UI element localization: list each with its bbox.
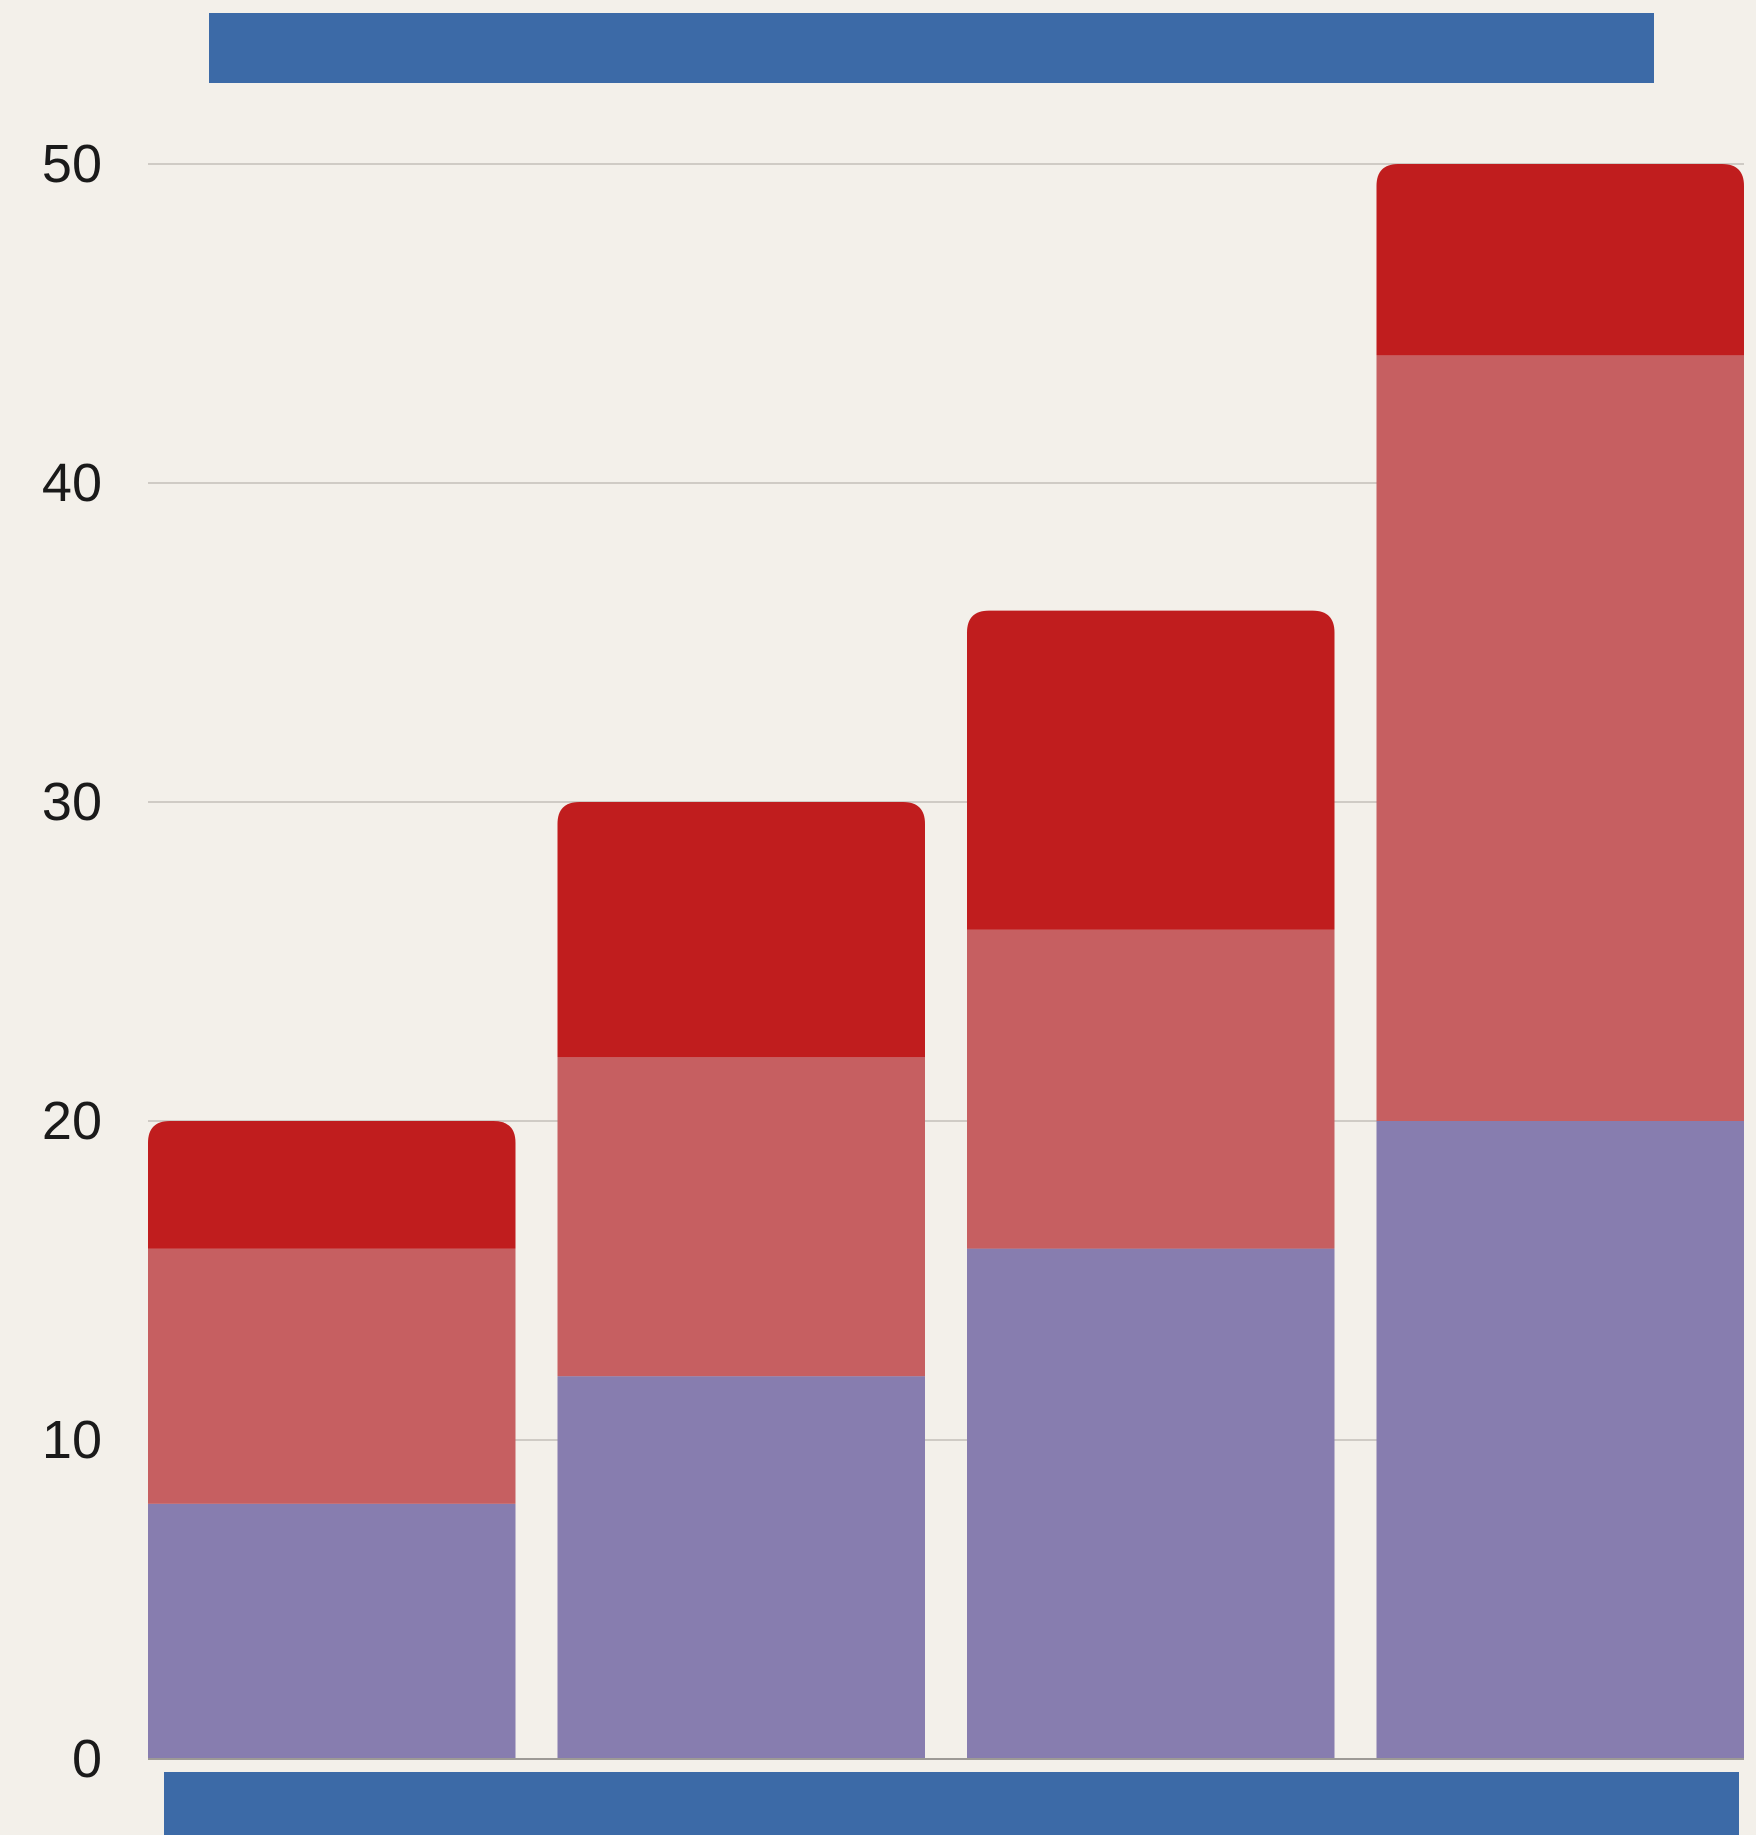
- bar-segment-1-series-2: [148, 1248, 516, 1504]
- bar-segment-4-series-2: [1376, 355, 1744, 1121]
- bar-segment-3-series-2: [967, 929, 1335, 1249]
- x-axis-label-bar: [164, 1772, 1739, 1835]
- y-tick-label: 20: [42, 1091, 102, 1151]
- bar-segment-3-series-3: [967, 610, 1335, 930]
- y-axis-ticks: 0 10 20 30 40 50: [42, 134, 102, 1789]
- y-tick-label: 0: [72, 1729, 102, 1789]
- y-tick-label: 10: [42, 1410, 102, 1470]
- y-tick-label: 40: [42, 453, 102, 513]
- bars-layer: [148, 164, 1744, 1759]
- y-tick-label: 30: [42, 772, 102, 832]
- title-bar: [209, 13, 1654, 83]
- y-tick-label: 50: [42, 134, 102, 194]
- bar-segment-1-series-1: [148, 1503, 516, 1759]
- bar-segment-4-series-1: [1376, 1121, 1744, 1759]
- bar-segment-2-series-1: [557, 1376, 925, 1759]
- bar-segment-4-series-3: [1376, 164, 1744, 356]
- bar-segment-2-series-2: [557, 1057, 925, 1377]
- bar-segment-1-series-3: [148, 1121, 516, 1249]
- bar-segment-3-series-1: [967, 1248, 1335, 1759]
- bar-segment-2-series-3: [557, 802, 925, 1058]
